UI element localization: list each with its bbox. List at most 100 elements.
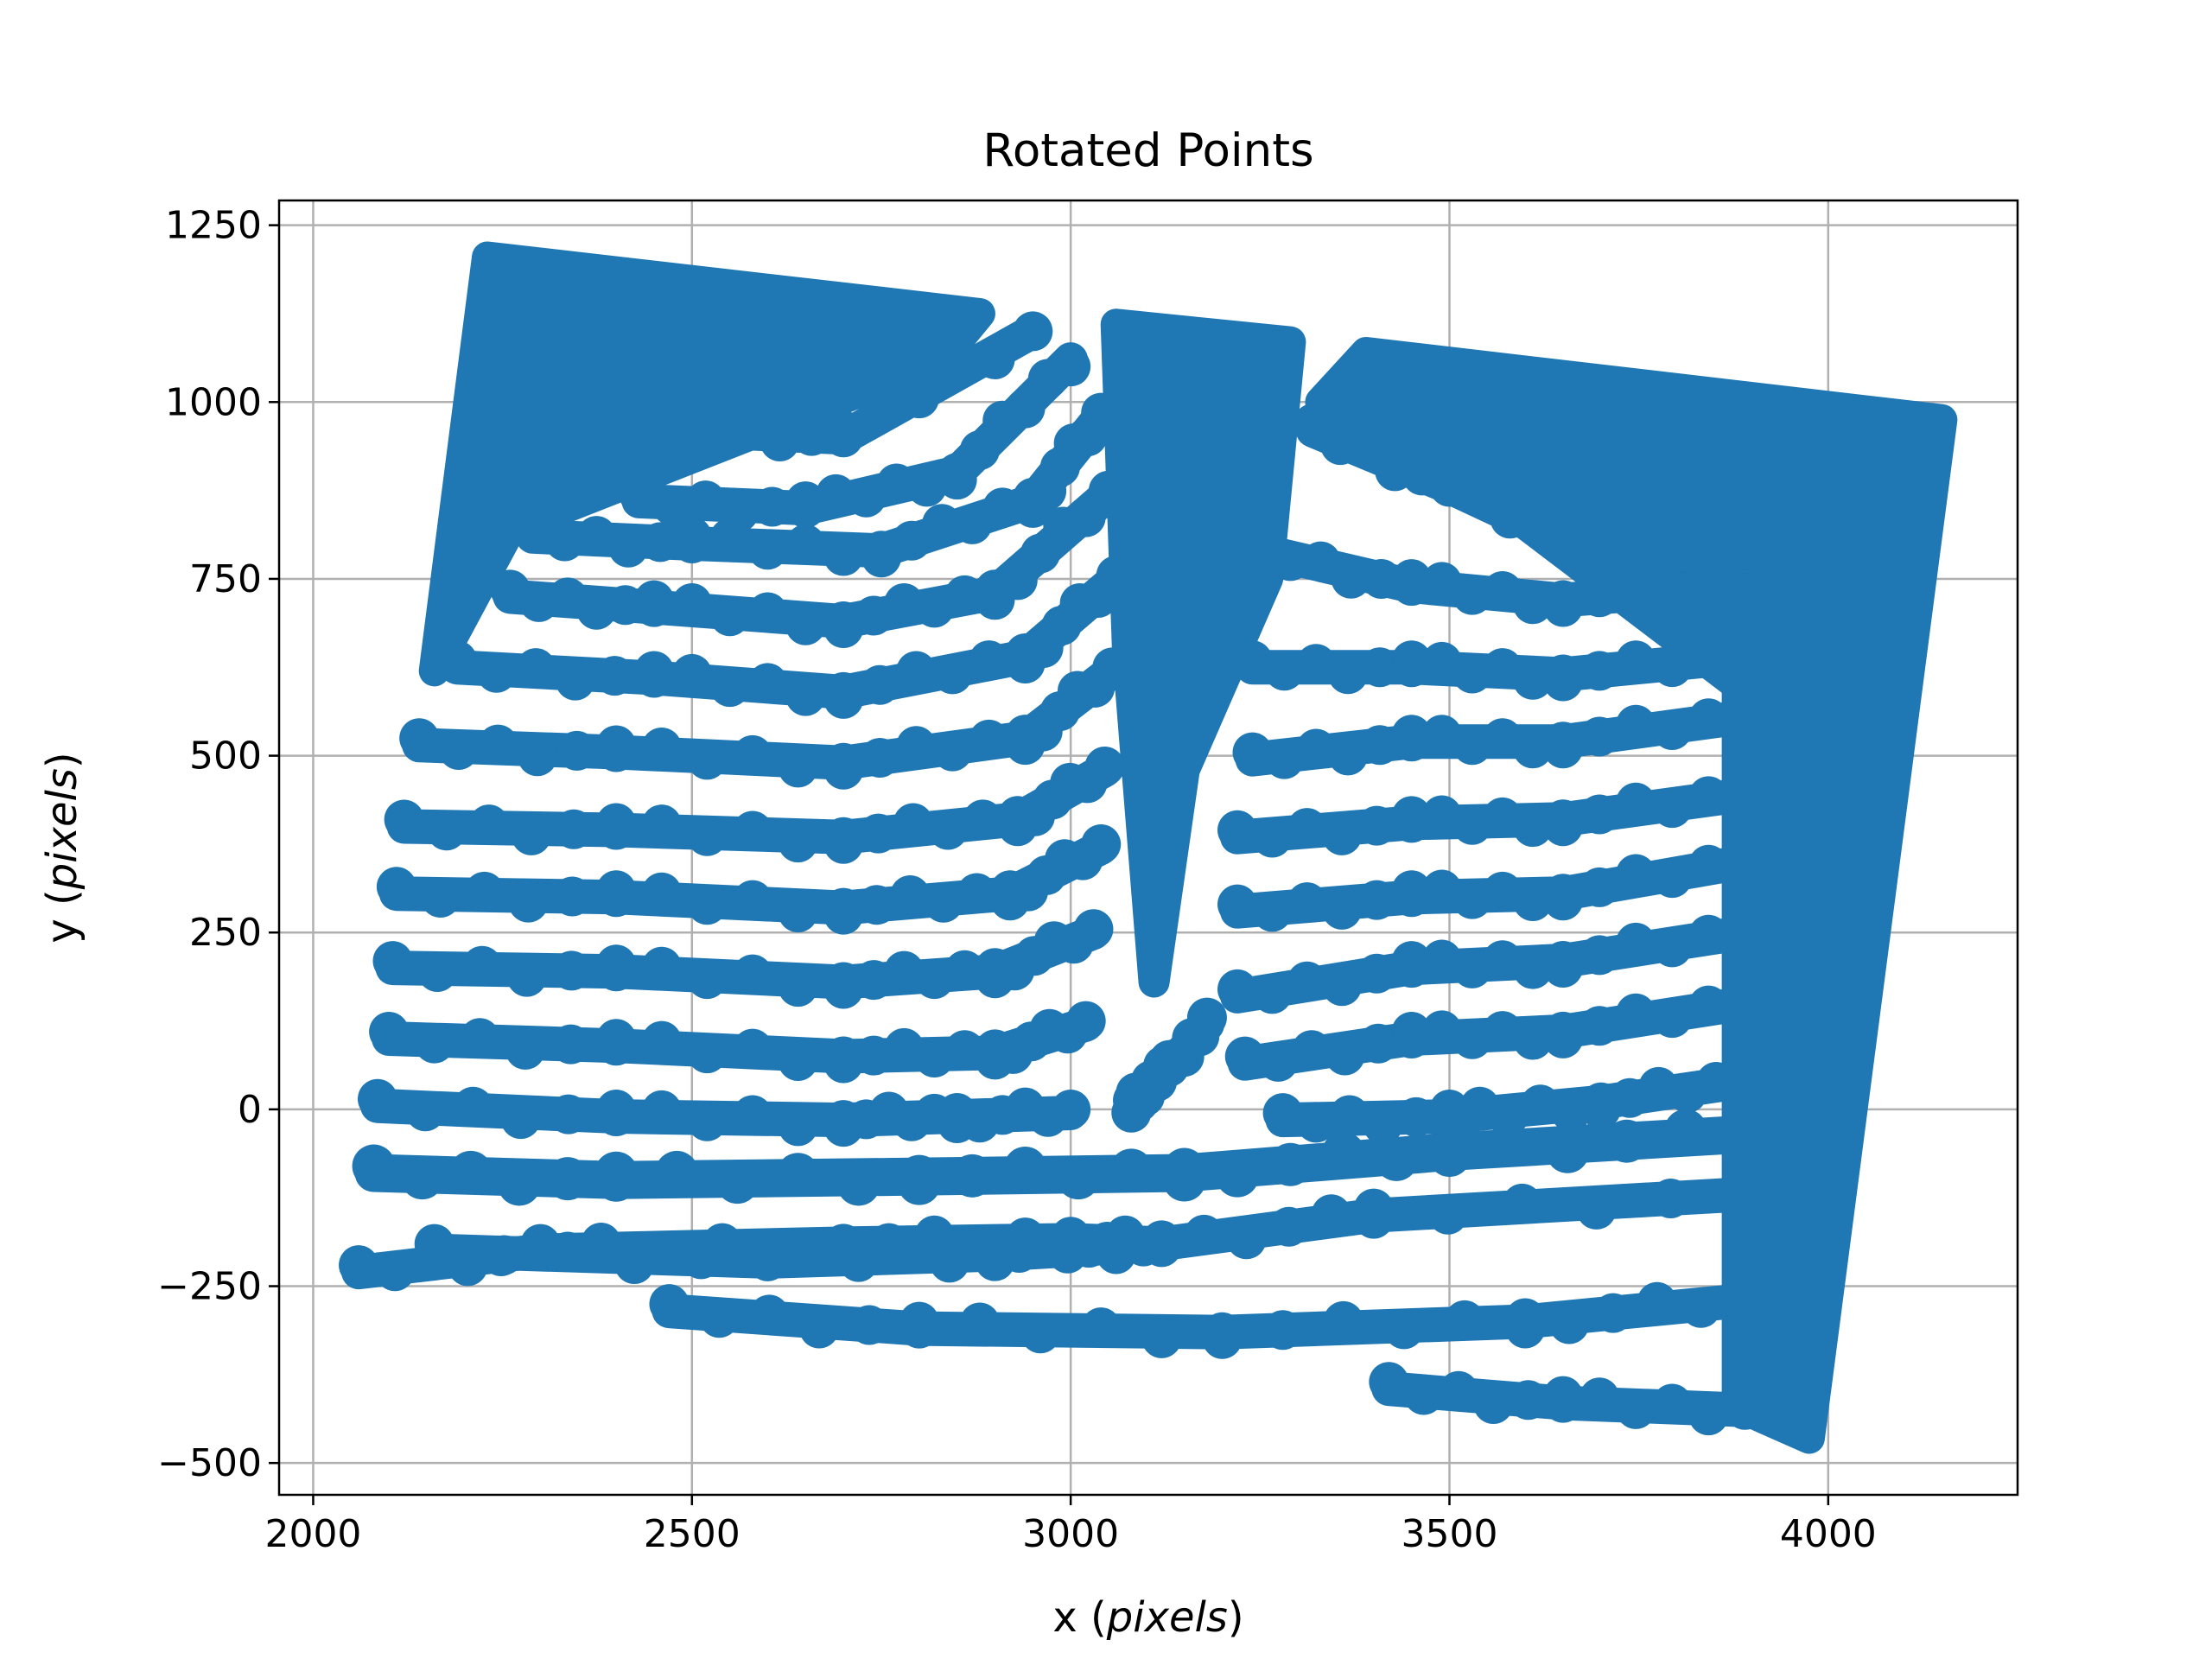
- y-axis-label: y (pixels): [38, 752, 86, 943]
- scatter-point: [733, 1029, 772, 1069]
- scatter-point: [554, 810, 594, 849]
- scatter-point: [1725, 573, 1764, 613]
- scatter-point: [1725, 849, 1764, 888]
- scatter-point: [823, 417, 863, 457]
- scatter-point: [1580, 716, 1619, 756]
- scatter-point: [914, 1216, 954, 1255]
- scatter-point: [969, 640, 1008, 680]
- scatter-point: [1688, 637, 1728, 677]
- scatter-point: [1593, 1294, 1633, 1333]
- chart-title: Rotated Points: [982, 124, 1313, 177]
- scatter-point: [687, 740, 727, 779]
- x-tick-label: 3500: [1401, 1512, 1497, 1556]
- scatter-point: [1445, 1300, 1484, 1340]
- scatter-point: [1652, 998, 1692, 1038]
- scatter-point: [733, 880, 772, 920]
- scatter-point: [1725, 782, 1764, 822]
- scatter-point: [687, 959, 727, 999]
- scatter-point: [823, 750, 863, 790]
- scatter-point: [1184, 1215, 1224, 1255]
- scatter-point: [1427, 1134, 1471, 1177]
- scatter-point: [1357, 880, 1396, 920]
- scatter-point: [1616, 923, 1656, 963]
- scatter-point: [960, 1225, 1000, 1265]
- scatter-point: [1543, 806, 1583, 846]
- scatter-point: [896, 652, 936, 691]
- scatter-point: [1312, 1194, 1351, 1234]
- scatter-point: [1357, 954, 1396, 994]
- scatter-point: [1725, 1167, 1764, 1207]
- scatter-point: [642, 728, 682, 767]
- scatter-point: [549, 1095, 588, 1135]
- scatter-point: [1006, 1217, 1046, 1257]
- scatter-point: [710, 596, 750, 636]
- scatter-point: [1725, 990, 1764, 1030]
- scatter-point: [1324, 1301, 1363, 1341]
- scatter-point: [779, 1106, 818, 1146]
- scatter-point: [1202, 1319, 1242, 1359]
- scatter-point: [1688, 565, 1728, 605]
- scatter-point: [1092, 647, 1132, 687]
- y-tick-label: 0: [238, 1088, 262, 1132]
- scatter-point: [1723, 1116, 1766, 1160]
- scatter-point: [353, 1145, 396, 1188]
- scatter-point: [799, 1308, 839, 1348]
- scatter-point: [1292, 1030, 1332, 1070]
- scatter-point: [733, 1096, 772, 1135]
- scatter-point: [462, 946, 502, 986]
- scatter-point: [893, 804, 933, 843]
- scatter-point: [594, 656, 634, 696]
- y-tick-label: 750: [189, 557, 262, 601]
- scatter-point: [478, 725, 518, 765]
- scatter-point: [634, 658, 674, 698]
- scatter-point: [733, 955, 772, 995]
- y-tick-label: −500: [157, 1441, 262, 1485]
- scatter-point: [1141, 1319, 1181, 1358]
- scatter-point: [1616, 854, 1656, 893]
- scatter-point: [594, 1159, 638, 1202]
- scatter-point: [1543, 661, 1583, 701]
- scatter-point: [1616, 640, 1656, 680]
- scatter-point: [427, 810, 467, 850]
- scatter-point: [1269, 1207, 1309, 1247]
- x-tick-label: 2500: [644, 1512, 741, 1556]
- scatter-point: [1725, 1390, 1764, 1430]
- scatter-point: [1725, 704, 1764, 744]
- scatter-point: [1081, 393, 1121, 433]
- scatter-point: [1580, 651, 1619, 690]
- scatter-point: [779, 823, 818, 862]
- scatter-point: [1163, 1148, 1206, 1192]
- scatter-point: [1252, 892, 1292, 931]
- scatter-point: [507, 957, 547, 997]
- scatter-point: [508, 883, 548, 923]
- scatter-point: [411, 1240, 451, 1280]
- scatter-point: [1287, 882, 1327, 922]
- scatter-point: [1263, 1093, 1303, 1133]
- scatter-point: [1216, 1154, 1259, 1198]
- scatter-point: [1428, 1195, 1468, 1235]
- scatter-point: [938, 351, 977, 391]
- scatter-point: [596, 951, 636, 991]
- scatter-point: [551, 1025, 591, 1065]
- scatter-point: [1268, 1143, 1312, 1186]
- scatter-point: [747, 663, 787, 702]
- scatter-point: [687, 817, 727, 856]
- scatter-point: [1225, 1037, 1265, 1077]
- y-tick-label: 1000: [165, 380, 262, 424]
- scatter-point: [1650, 1179, 1690, 1218]
- scatter-point: [1004, 1147, 1047, 1190]
- scatter-point: [975, 340, 1014, 379]
- scatter-point: [1141, 1227, 1181, 1267]
- scatter-point: [552, 876, 592, 916]
- scatter-point: [449, 1151, 493, 1194]
- scatter-point: [1252, 817, 1292, 857]
- scatter-point: [1252, 974, 1292, 1014]
- scatter-point: [1605, 1120, 1649, 1163]
- scatter-point: [484, 1236, 524, 1275]
- scatter-point: [858, 814, 898, 854]
- scatter-point: [1089, 471, 1128, 511]
- scatter-point: [861, 390, 901, 429]
- scatter-point: [1725, 1277, 1764, 1317]
- scatter-point: [1357, 806, 1396, 846]
- y-tick-label: 500: [189, 734, 262, 779]
